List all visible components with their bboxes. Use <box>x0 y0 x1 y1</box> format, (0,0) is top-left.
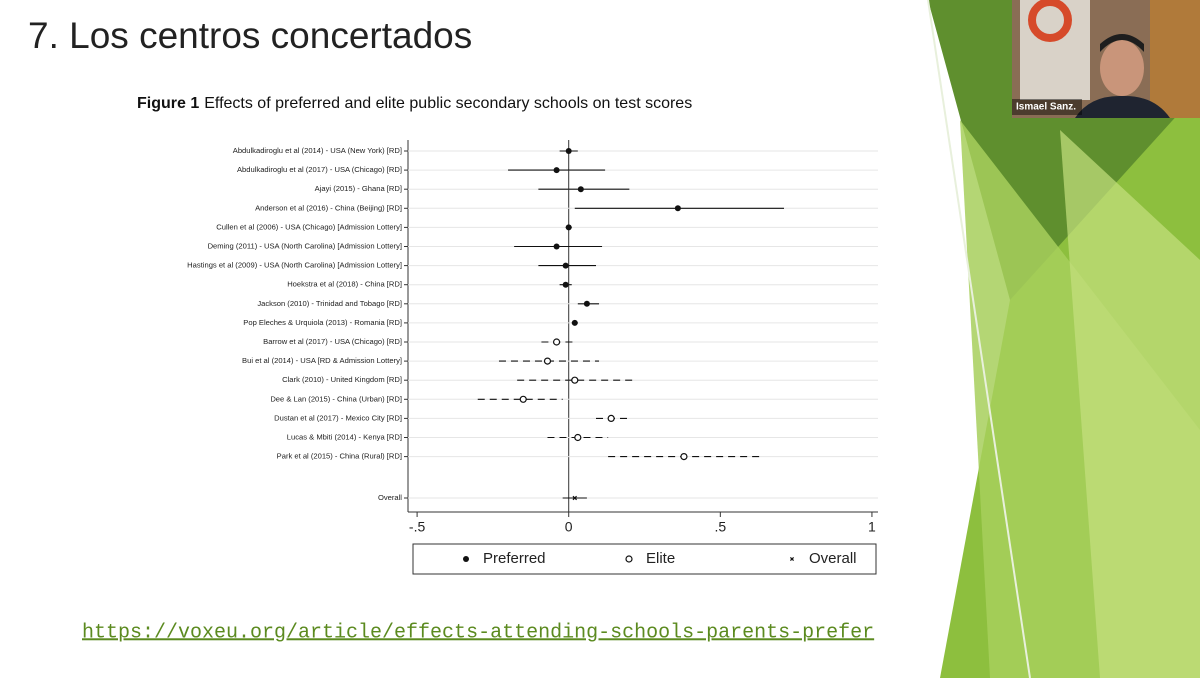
point <box>463 556 469 562</box>
source-link[interactable]: https://voxeu.org/article/effects-attend… <box>82 621 874 644</box>
point <box>553 243 560 250</box>
legend-label: Overall <box>809 550 857 567</box>
point <box>574 433 582 442</box>
x-tick-label: 0 <box>565 519 573 535</box>
y-tick-label: Bui et al (2014) - USA [RD & Admission L… <box>242 356 402 365</box>
y-tick-label: Ajayi (2015) - Ghana [RD] <box>315 184 402 193</box>
y-tick-label: Anderson et al (2016) - China (Beijing) … <box>255 203 402 212</box>
webcam-flag <box>1150 0 1200 118</box>
figure-label: Figure 1 <box>137 95 199 112</box>
figure-title: Effects of preferred and elite public se… <box>204 95 692 112</box>
webcam-logo <box>1028 0 1072 42</box>
point <box>565 148 572 154</box>
webcam-name: Ismael Sanz. <box>1016 102 1076 113</box>
y-tick-label: Abdulkadiroglu et al (2014) - USA (New Y… <box>233 146 402 155</box>
point <box>519 395 527 403</box>
webcam-suit <box>1075 95 1170 118</box>
y-tick-label: Hastings et al (2009) - USA (North Carol… <box>187 261 402 270</box>
forest-plot: -.5 0 .5 1 Abdulkadiroglu et al (2014) - USA… <box>187 140 878 535</box>
point <box>583 300 590 307</box>
point <box>625 555 633 563</box>
webcam-label-bg <box>1012 99 1082 115</box>
point <box>552 338 561 346</box>
y-tick-label: Jackson (2010) - Trinidad and Tobago [RD… <box>257 299 402 308</box>
y-tick-label: Dustan et al (2017) - Mexico City [RD] <box>274 413 402 422</box>
y-tick-label: Cullen et al (2006) - USA (Chicago) [Adm… <box>216 222 402 231</box>
point <box>571 376 579 384</box>
point <box>571 319 578 326</box>
y-tick-label: Deming (2011) - USA (North Carolina) [Ad… <box>208 242 402 251</box>
legend-items: Preferred Elite Overall <box>463 550 857 567</box>
y-tick-label: Dee & Lan (2015) - China (Urban) [RD] <box>270 394 402 403</box>
x-tick-label: .5 <box>714 519 726 535</box>
point <box>562 262 569 269</box>
figure-caption: Figure 1 Effects of preferred and elite p… <box>137 95 692 112</box>
point <box>543 357 552 365</box>
legend <box>412 543 877 575</box>
webcam: Ismael Sanz. <box>1012 0 1200 118</box>
x-tick-label: 1 <box>868 519 876 535</box>
green-shape <box>1060 130 1200 678</box>
point <box>680 453 688 461</box>
point <box>562 281 569 288</box>
point <box>789 556 795 562</box>
point <box>553 167 560 174</box>
point <box>674 205 681 212</box>
point <box>607 414 615 422</box>
legend-label: Elite <box>646 550 675 567</box>
y-tick-label: Lucas & Mbiti (2014) - Kenya [RD] <box>287 433 402 442</box>
y-tick-label: Overall <box>378 493 402 502</box>
y-tick-label: Pop Eleches & Urquiola (2013) - Romania … <box>243 318 402 327</box>
divider <box>927 0 1031 679</box>
webcam-face <box>1100 40 1144 96</box>
y-tick-label: Hoekstra et al (2018) - China [RD] <box>287 280 402 289</box>
slide-title: 7. Los centros concertados <box>28 15 472 56</box>
y-tick-label: Clark (2010) - United Kingdom [RD] <box>282 375 402 384</box>
y-tick-label: Park et al (2015) - China (Rural) [RD] <box>277 452 402 461</box>
webcam-hair <box>1100 34 1144 52</box>
x-tick-label: -.5 <box>409 519 426 535</box>
point <box>572 495 577 501</box>
legend-label: Preferred <box>483 550 546 567</box>
point <box>577 186 584 193</box>
point <box>565 224 572 231</box>
y-tick-label: Abdulkadiroglu et al (2017) - USA (Chica… <box>237 165 402 174</box>
y-tick-label: Barrow et al (2017) - USA (Chicago) [RD] <box>263 337 402 346</box>
